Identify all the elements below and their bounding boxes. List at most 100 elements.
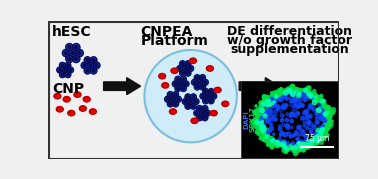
Circle shape bbox=[260, 103, 264, 107]
Circle shape bbox=[322, 109, 324, 112]
Circle shape bbox=[92, 59, 95, 62]
Circle shape bbox=[287, 132, 291, 136]
Circle shape bbox=[268, 103, 271, 106]
Circle shape bbox=[262, 95, 267, 99]
Text: 75 μm: 75 μm bbox=[305, 134, 329, 143]
Circle shape bbox=[317, 122, 319, 124]
Circle shape bbox=[267, 106, 271, 110]
Circle shape bbox=[326, 111, 328, 114]
Circle shape bbox=[211, 93, 217, 99]
Circle shape bbox=[300, 129, 304, 133]
Circle shape bbox=[304, 141, 308, 146]
Circle shape bbox=[307, 140, 310, 142]
Circle shape bbox=[274, 140, 278, 144]
Circle shape bbox=[262, 116, 264, 118]
Circle shape bbox=[314, 138, 318, 142]
Circle shape bbox=[263, 135, 265, 137]
Circle shape bbox=[69, 49, 76, 57]
Circle shape bbox=[198, 107, 201, 110]
Circle shape bbox=[288, 89, 291, 93]
Circle shape bbox=[321, 130, 326, 135]
Circle shape bbox=[76, 49, 83, 57]
Circle shape bbox=[322, 124, 325, 127]
Circle shape bbox=[285, 147, 288, 151]
Circle shape bbox=[262, 96, 265, 99]
Circle shape bbox=[270, 97, 272, 99]
Circle shape bbox=[263, 97, 267, 102]
Circle shape bbox=[172, 81, 178, 87]
Circle shape bbox=[293, 114, 296, 117]
Circle shape bbox=[274, 100, 277, 103]
Circle shape bbox=[288, 89, 290, 91]
Circle shape bbox=[316, 128, 320, 132]
Circle shape bbox=[261, 102, 265, 106]
Circle shape bbox=[69, 69, 72, 71]
Circle shape bbox=[270, 112, 274, 116]
Circle shape bbox=[322, 126, 326, 130]
Circle shape bbox=[251, 125, 255, 129]
Circle shape bbox=[255, 126, 257, 128]
Circle shape bbox=[284, 89, 288, 93]
Circle shape bbox=[318, 130, 321, 133]
Circle shape bbox=[288, 92, 291, 95]
Circle shape bbox=[262, 124, 265, 127]
Circle shape bbox=[180, 61, 186, 67]
Circle shape bbox=[298, 93, 301, 96]
Circle shape bbox=[200, 93, 206, 99]
Circle shape bbox=[304, 90, 308, 95]
Circle shape bbox=[305, 143, 307, 145]
Circle shape bbox=[208, 98, 214, 104]
Circle shape bbox=[73, 55, 80, 63]
Circle shape bbox=[283, 143, 287, 146]
Circle shape bbox=[322, 128, 326, 132]
Ellipse shape bbox=[159, 73, 166, 79]
Circle shape bbox=[197, 115, 203, 121]
Circle shape bbox=[296, 88, 300, 92]
Circle shape bbox=[257, 128, 260, 130]
Circle shape bbox=[258, 123, 261, 125]
Circle shape bbox=[301, 89, 306, 93]
Circle shape bbox=[297, 142, 301, 146]
Circle shape bbox=[281, 96, 285, 99]
Circle shape bbox=[310, 92, 313, 95]
Circle shape bbox=[263, 134, 268, 138]
Circle shape bbox=[272, 92, 276, 96]
Circle shape bbox=[278, 98, 280, 100]
Circle shape bbox=[264, 99, 266, 101]
Circle shape bbox=[268, 99, 270, 101]
Circle shape bbox=[287, 89, 291, 93]
Circle shape bbox=[169, 93, 172, 96]
Circle shape bbox=[192, 105, 195, 107]
Circle shape bbox=[260, 130, 262, 132]
Circle shape bbox=[324, 124, 326, 126]
Circle shape bbox=[281, 141, 286, 146]
Circle shape bbox=[277, 140, 281, 143]
Circle shape bbox=[276, 91, 280, 96]
Circle shape bbox=[290, 146, 295, 150]
Circle shape bbox=[268, 96, 272, 101]
Circle shape bbox=[287, 132, 289, 134]
Circle shape bbox=[325, 134, 328, 137]
Circle shape bbox=[256, 125, 259, 128]
Circle shape bbox=[321, 132, 323, 134]
Circle shape bbox=[313, 98, 315, 100]
Circle shape bbox=[297, 133, 300, 136]
Circle shape bbox=[262, 110, 265, 112]
Circle shape bbox=[293, 90, 295, 93]
Circle shape bbox=[258, 122, 260, 124]
Circle shape bbox=[318, 98, 322, 103]
Circle shape bbox=[280, 114, 284, 117]
Circle shape bbox=[266, 103, 269, 106]
Circle shape bbox=[324, 108, 328, 112]
Circle shape bbox=[266, 128, 269, 131]
Circle shape bbox=[327, 110, 330, 113]
Circle shape bbox=[256, 123, 258, 125]
Circle shape bbox=[290, 147, 293, 150]
Circle shape bbox=[265, 104, 268, 106]
Circle shape bbox=[277, 144, 280, 147]
Circle shape bbox=[274, 114, 277, 117]
Circle shape bbox=[291, 146, 296, 150]
Circle shape bbox=[202, 115, 208, 121]
Circle shape bbox=[301, 143, 305, 147]
Circle shape bbox=[326, 111, 330, 116]
